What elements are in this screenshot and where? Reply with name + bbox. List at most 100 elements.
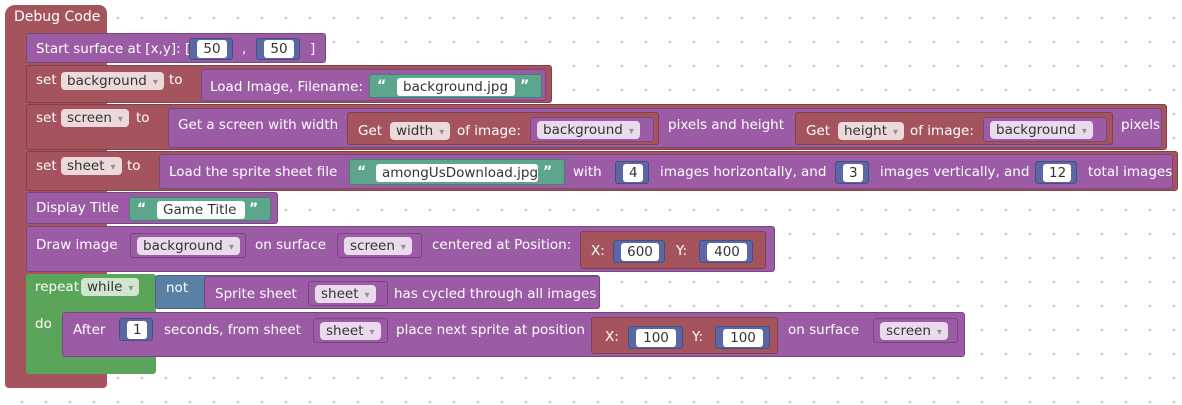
load-image-label: Load Image, Filename: — [210, 79, 363, 95]
vert-label: images vertically, and — [880, 164, 1030, 180]
to-label: to — [136, 110, 150, 126]
x-label: X: — [605, 329, 619, 345]
cycled-sheet-dropdown[interactable]: sheet — [315, 285, 376, 303]
width-image-var-block[interactable]: background — [530, 117, 654, 142]
after-y-field[interactable]: 100 — [723, 329, 763, 347]
pixels-label: pixels — [1121, 117, 1160, 133]
width-dropdown[interactable]: width — [390, 122, 451, 140]
seconds-block[interactable]: 1 — [119, 318, 153, 341]
after-y-block[interactable]: 100 — [715, 326, 770, 349]
open-quote-icon: “ — [137, 201, 147, 217]
total-count-field[interactable]: 12 — [1043, 164, 1071, 182]
position-block[interactable]: X: 600 Y: 400 — [580, 231, 766, 269]
total-count-block[interactable]: 12 — [1035, 161, 1077, 184]
repeat-label: repeat — [35, 279, 80, 295]
to-label: to — [169, 72, 183, 88]
after-x-field[interactable]: 100 — [636, 329, 676, 347]
load-sprite-sheet-block[interactable]: Load the sprite sheet file “ amongUsDown… — [159, 154, 1173, 189]
pos-x-block[interactable]: 600 — [613, 240, 665, 263]
after-x-block[interactable]: 100 — [628, 326, 683, 349]
after-surface-dropdown[interactable]: screen — [880, 322, 948, 340]
set-background-block[interactable]: set background to Load Image, Filename: … — [26, 65, 552, 103]
pos-y-field[interactable]: 400 — [707, 243, 747, 261]
y-label: Y: — [692, 329, 704, 345]
not-label: not — [166, 280, 189, 296]
height-image-var-block[interactable]: background — [983, 117, 1107, 142]
sprite-filename-field[interactable]: amongUsDownload.jpg — [376, 164, 538, 182]
title-string-block[interactable]: “ Game Title ” — [129, 197, 271, 221]
on-surface-label: on surface — [255, 237, 327, 253]
cycled-sheet-var-block[interactable]: sheet — [308, 281, 388, 306]
load-sprite-sheet-label: Load the sprite sheet file — [169, 164, 338, 180]
filename-field[interactable]: background.jpg — [397, 78, 515, 96]
after-sheet-dropdown[interactable]: sheet — [320, 322, 381, 340]
after-position-block[interactable]: X: 100 Y: 100 — [591, 317, 778, 354]
draw-surface-dropdown[interactable]: screen — [344, 237, 412, 255]
on-surface-label: on surface — [788, 322, 860, 338]
cycled-block[interactable]: Sprite sheet sheet has cycled through al… — [204, 276, 600, 309]
pixels-and-height-label: pixels and height — [668, 117, 784, 133]
get-label: Get — [358, 123, 383, 139]
height-dropdown[interactable]: height — [838, 122, 905, 140]
not-block[interactable]: not Sprite sheet sheet has cycled throug… — [155, 275, 600, 309]
display-title-label: Display Title — [36, 200, 119, 216]
pos-x-field[interactable]: 600 — [621, 243, 659, 261]
draw-image-label: Draw image — [36, 237, 118, 253]
start-y-field[interactable]: 50 — [264, 40, 294, 58]
set-label: set — [36, 72, 57, 88]
of-image-label: of image: — [910, 123, 974, 139]
horiz-count-field[interactable]: 4 — [623, 164, 643, 182]
variable-dropdown-screen[interactable]: screen — [61, 109, 129, 127]
draw-image-dropdown[interactable]: background — [137, 237, 240, 255]
set-label: set — [36, 110, 57, 126]
vert-count-block[interactable]: 3 — [835, 161, 869, 184]
draw-image-block[interactable]: Draw image background on surface screen … — [26, 226, 775, 272]
cycled-label: has cycled through all images — [394, 286, 597, 302]
height-image-dropdown[interactable]: background — [990, 121, 1093, 139]
set-screen-block[interactable]: set screen to Get a screen with width Ge… — [26, 104, 1167, 150]
start-comma: , — [242, 41, 247, 57]
filename-string-block[interactable]: “ background.jpg ” — [369, 74, 542, 98]
start-surface-block[interactable]: Start surface at [x,y]: [ 50 , 50 ] — [26, 33, 326, 63]
get-screen-label: Get a screen with width — [178, 117, 339, 133]
repeat-mode-dropdown[interactable]: while — [81, 278, 140, 296]
start-x-block[interactable]: 50 — [189, 38, 233, 60]
start-x-field[interactable]: 50 — [197, 40, 227, 58]
start-close-bracket: ] — [310, 41, 316, 57]
horiz-label: images horizontally, and — [660, 164, 827, 180]
after-sheet-var-block[interactable]: sheet — [313, 318, 388, 343]
after-surface-var-block[interactable]: screen — [873, 318, 958, 343]
load-image-block[interactable]: Load Image, Filename: “ background.jpg ” — [201, 69, 546, 101]
with-label: with — [573, 164, 602, 180]
close-quote-icon: ” — [249, 201, 259, 217]
draw-surface-var-block[interactable]: screen — [337, 233, 422, 258]
sprite-filename-string-block[interactable]: “ amongUsDownload.jpg ” — [349, 159, 565, 185]
get-screen-block[interactable]: Get a screen with width Get width of ima… — [168, 108, 1162, 148]
after-block[interactable]: After 1 seconds, from sheet sheet place … — [62, 312, 965, 357]
pos-y-block[interactable]: 400 — [699, 240, 753, 263]
horiz-count-block[interactable]: 4 — [615, 161, 649, 184]
seconds-label: seconds, from sheet — [164, 322, 301, 338]
seconds-field[interactable]: 1 — [127, 321, 147, 339]
get-width-block[interactable]: Get width of image: background — [347, 112, 659, 145]
width-image-dropdown[interactable]: background — [537, 121, 640, 139]
x-label: X: — [591, 243, 605, 259]
draw-image-var-block[interactable]: background — [130, 233, 246, 258]
procedure-name: Debug Code — [14, 9, 101, 25]
start-surface-label: Start surface at [x,y]: [ — [36, 41, 191, 57]
start-y-block[interactable]: 50 — [256, 38, 300, 60]
y-label: Y: — [676, 243, 688, 259]
vert-count-field[interactable]: 3 — [843, 164, 863, 182]
get-label: Get — [806, 123, 831, 139]
centered-label: centered at Position: — [432, 237, 572, 253]
get-height-block[interactable]: Get height of image: background — [795, 112, 1113, 145]
close-quote-icon: ” — [543, 164, 553, 180]
variable-dropdown-background[interactable]: background — [61, 72, 164, 90]
display-title-block[interactable]: Display Title “ Game Title ” — [26, 192, 278, 224]
sprite-sheet-label: Sprite sheet — [215, 286, 297, 302]
variable-dropdown-sheet[interactable]: sheet — [61, 157, 122, 175]
open-quote-icon: “ — [357, 164, 367, 180]
set-sheet-block[interactable]: set sheet to Load the sprite sheet file … — [26, 151, 1178, 191]
of-image-label: of image: — [457, 123, 521, 139]
title-field[interactable]: Game Title — [157, 201, 245, 219]
